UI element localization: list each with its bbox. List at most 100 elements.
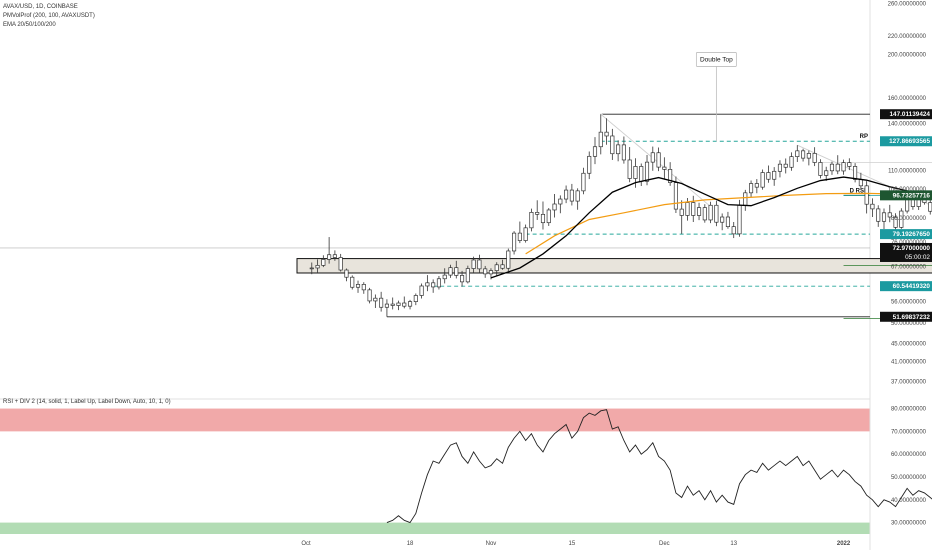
candle-body [512,232,517,252]
price-tick-label: 110.00000000 [888,168,927,174]
candle-body [460,275,465,283]
level-label-swing-low: 51.69837232 [893,314,931,321]
candle-body [754,183,759,188]
candle-body [575,190,580,202]
price-tick-label: 56.00000000 [891,299,927,305]
candle-body [824,170,829,176]
price-tick-label: 160.00000000 [888,96,927,102]
candle-body [720,216,725,223]
price-tick-label: 50.00000000 [891,321,927,327]
price-tick-label: 140.00000000 [888,122,927,128]
candle-body [454,267,459,276]
candle-body [540,213,546,224]
rsi-title: RSI + DIV 2 (14, solid, 1, Label Up, Lab… [3,399,171,405]
candle-body [332,254,337,258]
candle-body [876,208,881,222]
level-label-bg-rp [880,136,932,147]
rsi-band-oversold [0,522,870,534]
candle-body [517,232,522,241]
candle-body [592,146,598,157]
candle-body [390,303,395,306]
candle-body [789,156,794,168]
level-label-d-rsp: 96.73257716 [893,192,931,199]
price-tick-label: 37.00000000 [891,380,927,386]
candle-body [650,152,655,163]
x-tick-label: Nov [486,541,497,547]
level-tag-d-rsp: D RSP [850,188,868,194]
candle-body [477,259,482,270]
candle-body [309,267,314,270]
candle-body [881,212,887,222]
candle-body [743,192,748,206]
candle-body [818,162,823,176]
candle-body [708,204,713,221]
price-tick-label: 67.00000000 [891,265,927,271]
level-label-bg-swing-low [880,311,932,322]
rsi-band-overbought [0,408,870,432]
candle-body [355,284,361,288]
candle-body [766,172,771,180]
indicator-ema: EMA 20/50/100/200 [3,22,56,28]
x-tick-label: 2022 [837,541,851,547]
candle-body [887,212,892,218]
x-tick-label: 15 [569,541,576,547]
candle-body [633,166,638,179]
candle-body [610,135,615,155]
candle-body [864,185,869,205]
candle-body [344,269,349,278]
candle-body [696,207,702,216]
candle-body [327,254,332,260]
x-tick-label: Oct [301,541,311,547]
candle-body [749,183,754,194]
rsi-tick-label: 50.00000000 [891,475,927,481]
candle-body [668,169,673,183]
x-tick-label: 13 [730,541,737,547]
candle-body [471,259,476,269]
price-tick-label: 260.00000000 [888,2,927,8]
candle-body [396,302,401,306]
candle-body [338,257,343,271]
candle-body [500,264,505,269]
annotation-box [695,52,737,67]
level-label-support-60: 60.54419320 [893,283,931,290]
candle-body [644,161,650,182]
candle-body [494,264,499,271]
candle-body [488,270,494,275]
level-label-bg-double-top-high [880,109,932,120]
candle-body [760,172,765,188]
candle-body [361,284,366,291]
candle-body [419,285,424,296]
last-price-label: 72.97000000 [893,245,931,252]
rsi-tick-label: 40.00000000 [891,498,927,504]
candle-body [806,153,811,159]
candle-body [679,208,684,216]
x-tick-label: 18 [407,541,414,547]
price-tick-label: 220.00000000 [888,34,927,40]
candle-body [552,203,557,211]
candle-body [523,227,528,241]
candle-body [535,212,540,215]
candle-body [777,163,783,172]
last-price-label-bg [880,242,932,262]
candle-body [783,163,788,168]
countdown-label: 05:00:02 [905,254,930,261]
rsi-tick-label: 70.00000000 [891,429,927,435]
rsi-tick-label: 60.00000000 [891,452,927,458]
price-tick-label: 41.00000000 [891,360,927,366]
candle-body [621,144,626,161]
indicator-volume-profile: PMVolProf (200, 100, AVAXUSDT) [3,13,95,19]
candle-body [373,297,378,302]
candle-body [702,207,707,221]
candle-body [564,189,569,200]
candle-body [870,203,875,210]
price-tick-label: 100.00000000 [888,187,927,193]
candle-body [673,182,678,210]
candle-body [442,274,447,280]
candle-body [662,166,667,170]
ema-fast-line [490,176,932,279]
candle-body [627,159,632,179]
candle-body [413,295,418,302]
candle-body [598,131,603,148]
candle-body [379,297,384,308]
